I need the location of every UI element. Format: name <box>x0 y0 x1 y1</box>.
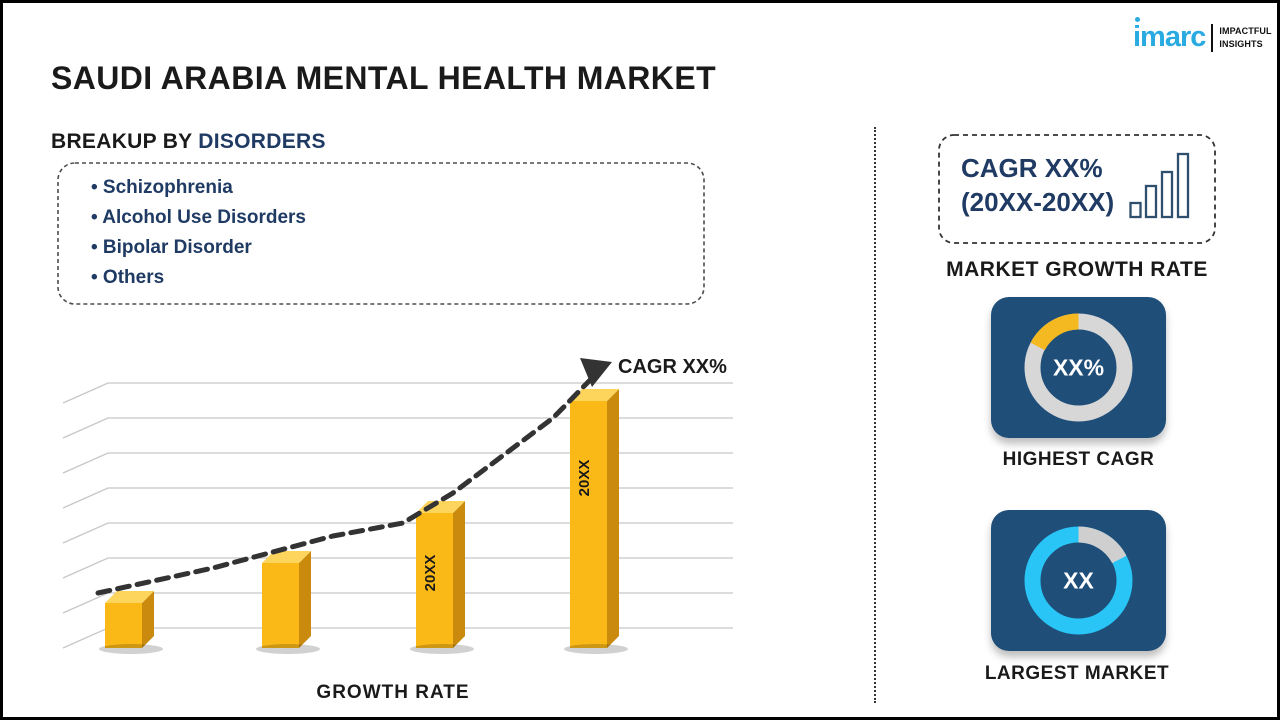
svg-text:XX: XX <box>1063 568 1094 594</box>
svg-text:20XX: 20XX <box>422 555 439 592</box>
svg-text:CAGR XX%: CAGR XX% <box>618 356 727 378</box>
svg-text:GROWTH RATE: GROWTH RATE <box>316 682 469 703</box>
svg-text:XX%: XX% <box>1053 355 1104 381</box>
svg-text:20XX: 20XX <box>576 460 593 497</box>
